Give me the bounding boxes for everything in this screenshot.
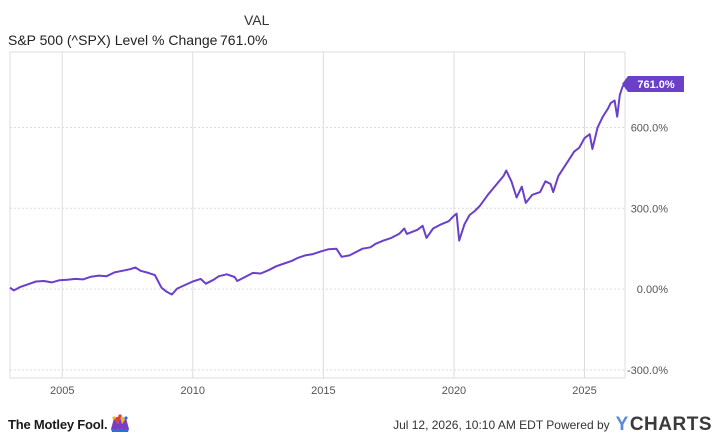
y-tick-label: 600.0% [631,122,669,134]
y-tick-label: -300.0% [627,365,668,377]
y-tick-label: 0.00% [637,284,668,296]
legend-header: VAL [244,12,270,28]
ycharts-y-icon: Y [615,414,629,435]
series-line [9,83,626,296]
x-tick-label: 2020 [442,385,466,397]
legend-row: S&P 500 (^SPX) Level % Change 761.0% [8,32,267,48]
x-tick-label: 2005 [50,385,74,397]
legend-series-name: S&P 500 (^SPX) Level % Change [8,32,218,48]
brand-text: The Motley Fool. [8,416,108,432]
y-tick-label: 300.0% [631,203,669,215]
ycharts-logo-text: CHARTS [629,414,712,435]
last-value-label: 761.0% [637,79,675,91]
motley-fool-brand: The Motley Fool. [8,412,131,436]
x-tick-label: 2025 [572,385,596,397]
ycharts-logo[interactable]: Y CHARTS [616,414,712,436]
x-tick-label: 2010 [181,385,205,397]
x-tick-label: 2015 [311,385,335,397]
legend-series-value: 761.0% [220,32,268,48]
footer-timestamp: Jul 12, 2026, 10:10 AM EDT Powered by [393,418,610,432]
jester-hat-icon [111,414,130,432]
plot-frame [9,51,626,379]
last-value-badge [622,76,684,93]
